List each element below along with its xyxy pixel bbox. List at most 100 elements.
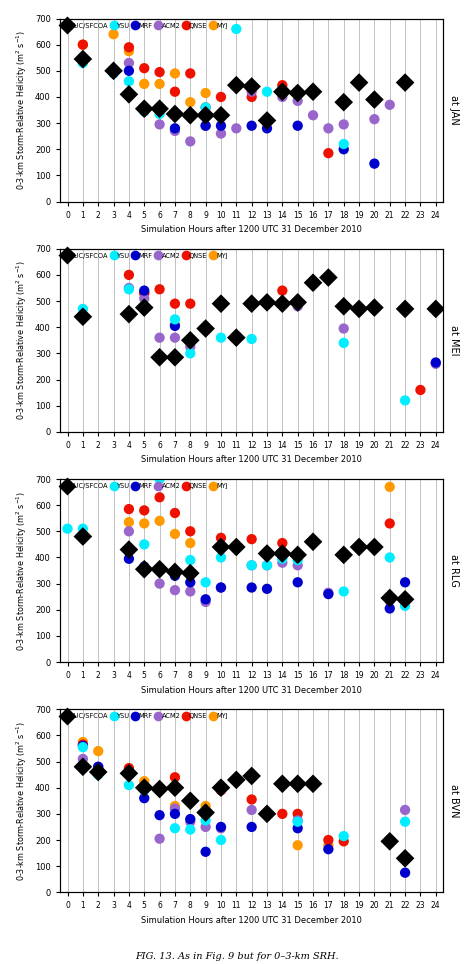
Point [186, 575, 194, 590]
Point [79, 739, 87, 755]
X-axis label: Simulation Hours after 1200 UTC 31 December 2010: Simulation Hours after 1200 UTC 31 Decem… [141, 916, 362, 924]
Point [217, 296, 225, 311]
Point [340, 335, 347, 351]
Point [140, 773, 148, 789]
Point [186, 535, 194, 550]
Point [156, 576, 164, 591]
Point [140, 537, 148, 552]
Point [202, 118, 210, 133]
Point [125, 55, 133, 70]
Point [140, 101, 148, 117]
Point [248, 531, 255, 547]
Point [140, 291, 148, 307]
Point [171, 780, 179, 795]
Point [156, 281, 164, 297]
Point [233, 539, 240, 554]
Point [110, 26, 118, 41]
Point [248, 557, 255, 573]
Point [171, 296, 179, 311]
Point [140, 76, 148, 92]
Point [279, 282, 286, 298]
Point [79, 51, 87, 67]
Point [202, 322, 210, 337]
Point [309, 534, 317, 549]
Point [371, 92, 378, 107]
Point [386, 479, 393, 495]
Point [202, 321, 210, 336]
Point [140, 516, 148, 531]
Point [79, 751, 87, 766]
Point [202, 592, 210, 607]
Point [340, 300, 347, 315]
Point [125, 267, 133, 282]
Legend: RUC/SFCOA, YSU, MRF, ACM2, QNSE, MYJ: RUC/SFCOA, YSU, MRF, ACM2, QNSE, MYJ [61, 20, 230, 31]
Point [401, 865, 409, 880]
Point [171, 526, 179, 542]
Point [171, 66, 179, 81]
Point [156, 65, 164, 80]
Point [248, 791, 255, 807]
Point [186, 108, 194, 123]
Point [309, 108, 317, 123]
Point [140, 561, 148, 576]
Point [294, 820, 301, 836]
Point [294, 557, 301, 573]
Point [217, 118, 225, 133]
Point [125, 777, 133, 792]
Point [248, 296, 255, 311]
Point [125, 63, 133, 78]
Point [263, 581, 271, 597]
Point [186, 552, 194, 568]
Point [125, 281, 133, 297]
Point [140, 780, 148, 795]
Point [233, 330, 240, 345]
Point [140, 300, 148, 315]
Point [325, 832, 332, 847]
Point [325, 270, 332, 285]
Point [371, 156, 378, 172]
Point [125, 515, 133, 530]
Point [171, 806, 179, 821]
Point [94, 764, 102, 780]
Point [386, 549, 393, 565]
Point [79, 54, 87, 69]
Point [156, 471, 164, 487]
Point [186, 812, 194, 827]
Point [79, 55, 87, 70]
Point [140, 559, 148, 575]
Point [140, 285, 148, 301]
Point [125, 281, 133, 296]
Point [356, 539, 363, 554]
Point [186, 333, 194, 348]
Point [79, 529, 87, 545]
Point [186, 346, 194, 362]
Point [156, 76, 164, 92]
Point [325, 842, 332, 857]
Point [125, 761, 133, 776]
Point [156, 513, 164, 528]
Point [279, 84, 286, 99]
Legend: RUC/SFCOA, YSU, MRF, ACM2, QNSE, MYJ: RUC/SFCOA, YSU, MRF, ACM2, QNSE, MYJ [61, 250, 230, 261]
Point [186, 134, 194, 149]
Point [217, 579, 225, 595]
Point [186, 566, 194, 581]
Point [263, 557, 271, 573]
Point [217, 108, 225, 123]
Point [294, 86, 301, 101]
Point [386, 590, 393, 605]
Point [325, 120, 332, 136]
Point [294, 84, 301, 99]
Point [186, 523, 194, 539]
Point [248, 84, 255, 99]
Point [202, 108, 210, 123]
Point [340, 321, 347, 336]
Point [125, 73, 133, 89]
Point [171, 582, 179, 598]
Point [217, 126, 225, 142]
Point [340, 548, 347, 563]
Point [64, 521, 71, 536]
Point [140, 560, 148, 576]
Point [79, 37, 87, 52]
Point [171, 769, 179, 785]
Point [263, 806, 271, 821]
